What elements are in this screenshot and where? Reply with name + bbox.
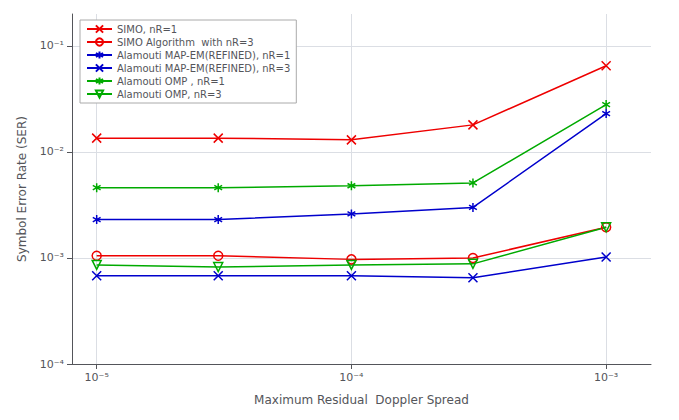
- svg-text:SIMO, nR=1: SIMO, nR=1: [117, 24, 177, 35]
- svg-text:10⁻⁵: 10⁻⁵: [85, 371, 109, 384]
- svg-text:10⁻⁴: 10⁻⁴: [40, 358, 65, 371]
- svg-text:Alamouti OMP , nR=1: Alamouti OMP , nR=1: [117, 76, 225, 87]
- svg-text:Alamouti MAP-EM(REFINED), nR=3: Alamouti MAP-EM(REFINED), nR=3: [117, 63, 290, 74]
- svg-text:Symbol Error Rate (SER): Symbol Error Rate (SER): [15, 116, 29, 262]
- svg-text:10⁻⁴: 10⁻⁴: [339, 371, 364, 384]
- svg-text:Maximum Residual Doppler Spre: Maximum Residual Doppler Spread: [254, 393, 469, 407]
- svg-text:10⁻¹: 10⁻¹: [40, 39, 64, 52]
- svg-text:10⁻²: 10⁻²: [40, 145, 64, 158]
- svg-text:10⁻³: 10⁻³: [40, 251, 64, 264]
- svg-text:10⁻³: 10⁻³: [594, 371, 618, 384]
- svg-text:Alamouti MAP-EM(REFINED), nR=1: Alamouti MAP-EM(REFINED), nR=1: [117, 50, 290, 61]
- svg-text:SIMO Algorithm with nR=3: SIMO Algorithm with nR=3: [117, 37, 254, 48]
- svg-text:Alamouti OMP, nR=3: Alamouti OMP, nR=3: [117, 89, 222, 100]
